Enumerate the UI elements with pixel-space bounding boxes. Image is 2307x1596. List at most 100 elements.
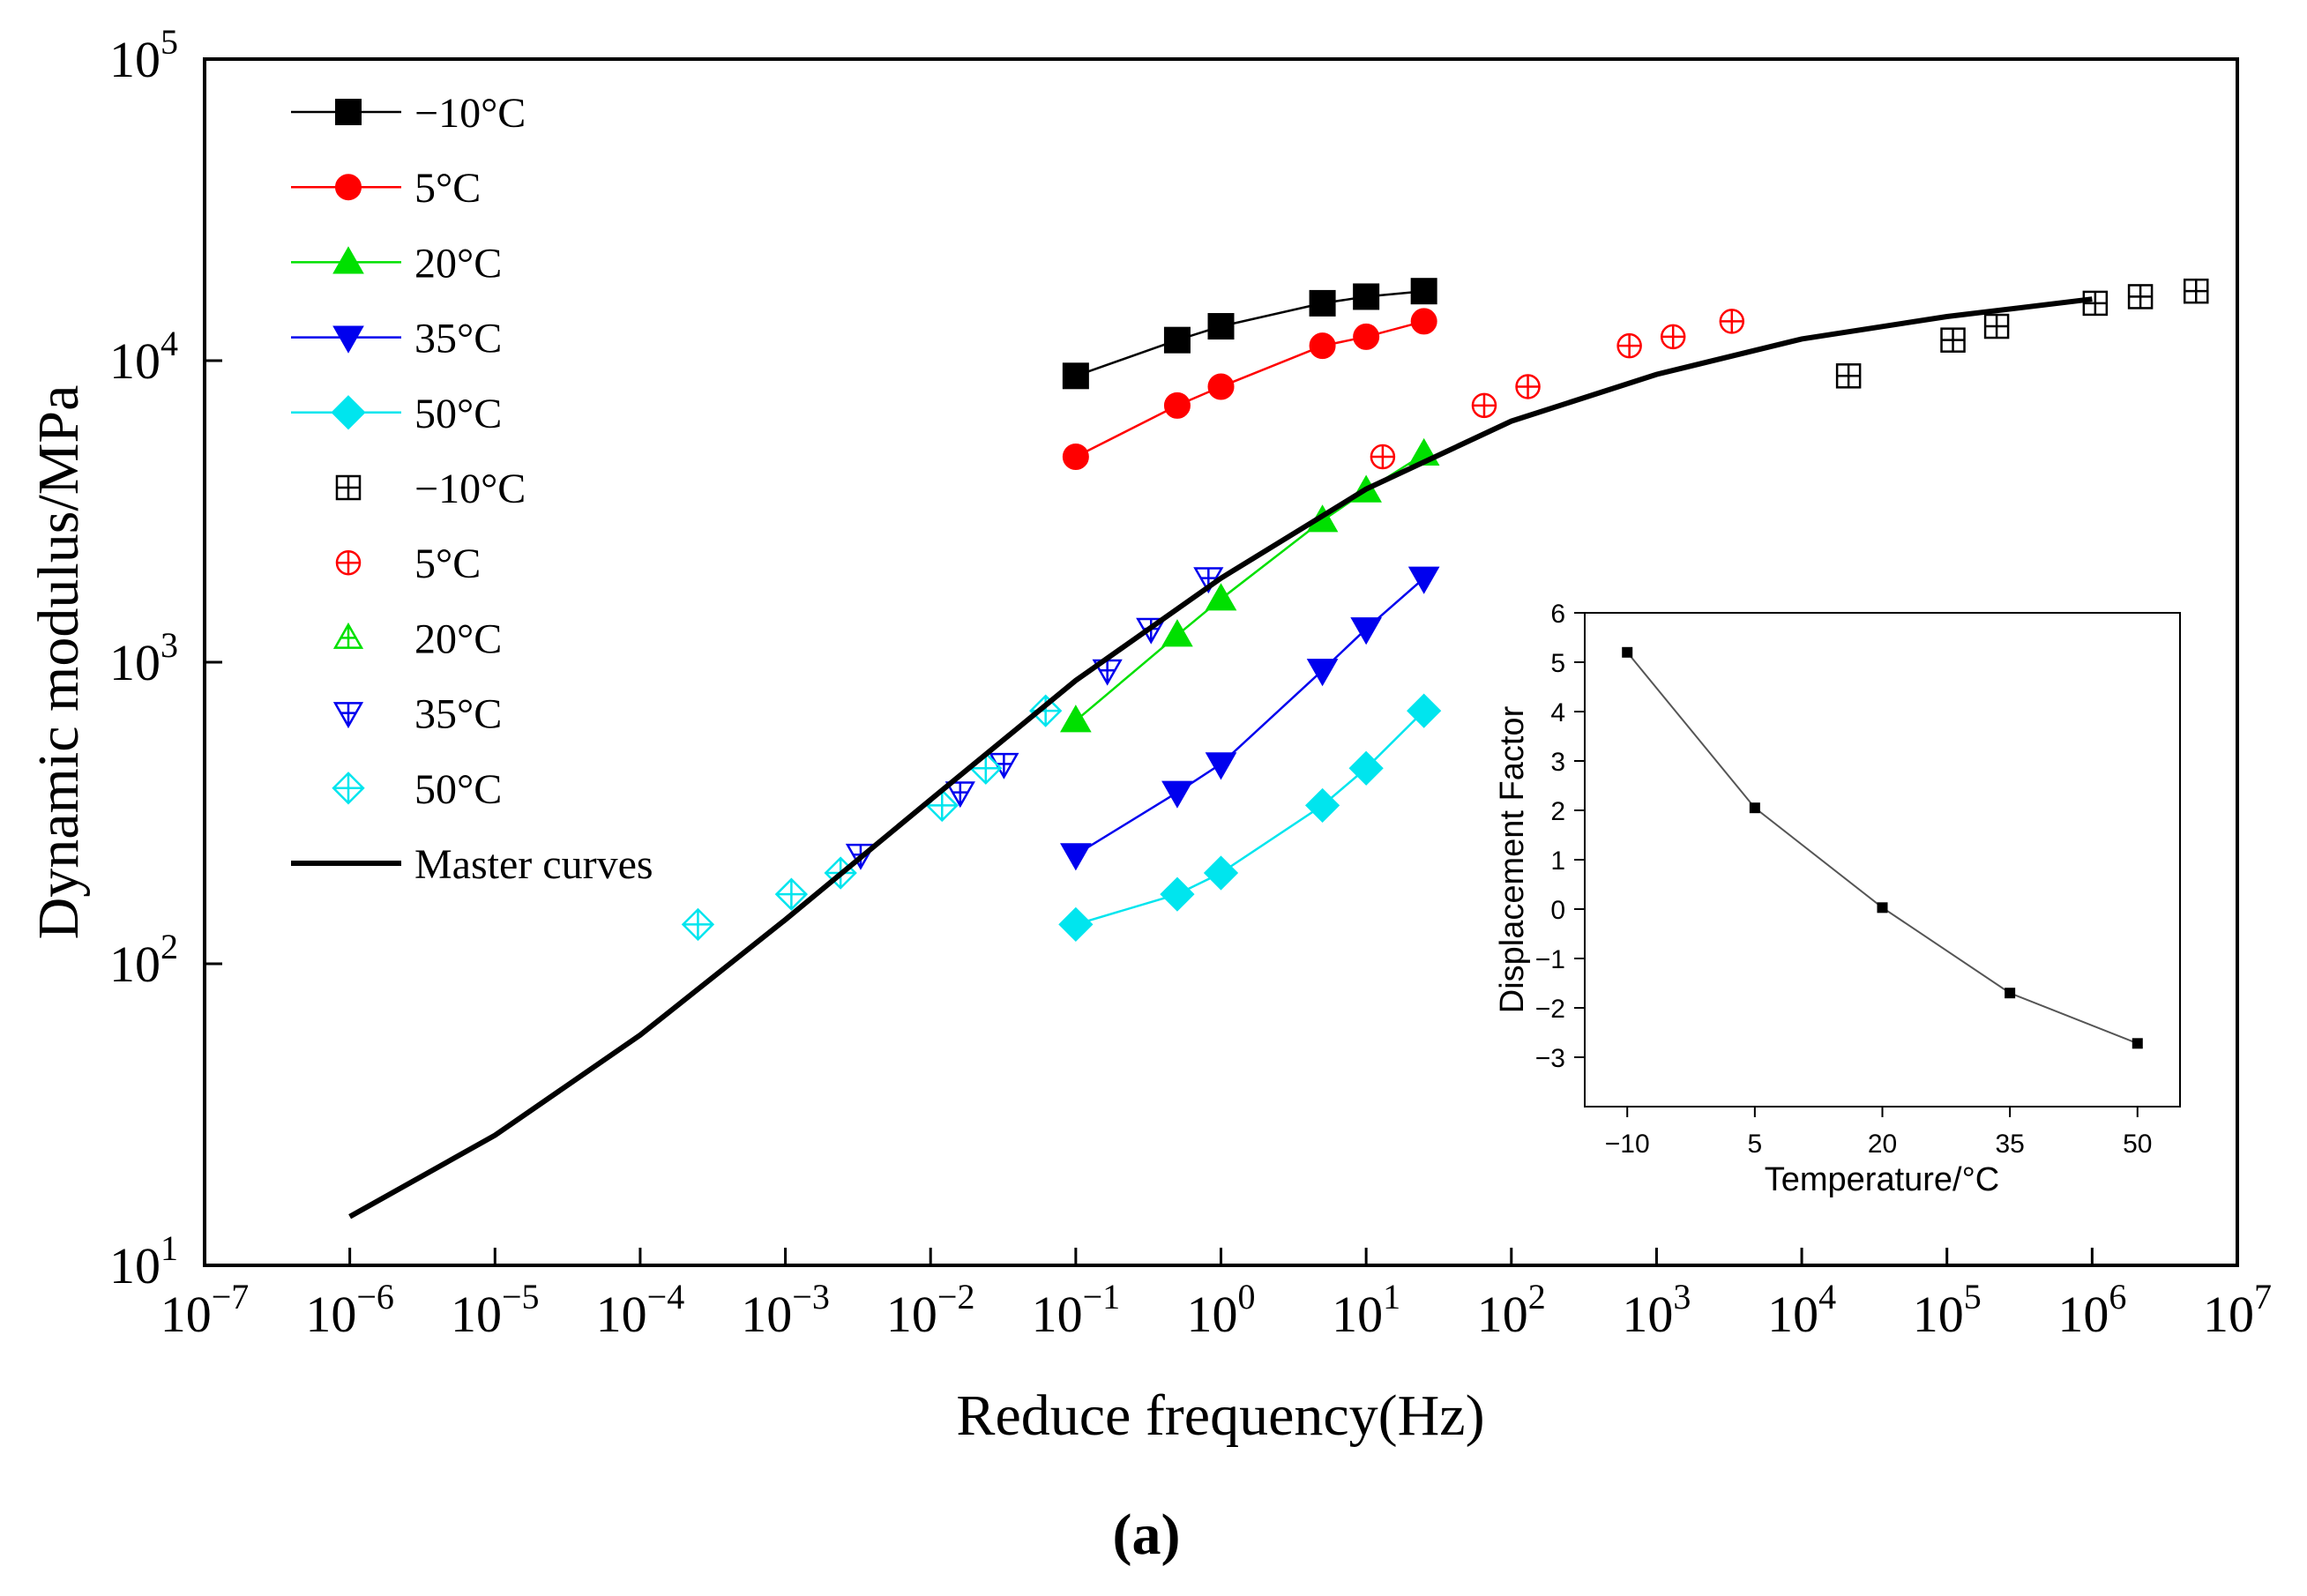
inset-series-0-point-2 [1877,902,1888,914]
series-0 [1062,278,1437,390]
legend-label-7: 20°C [414,615,502,662]
main-x-tick-label-11: 104 [1767,1277,1836,1343]
main-x-tick-label-0: 10−7 [161,1277,250,1343]
legend-item-4: 50°C [291,391,502,437]
legend-item-10: Master curves [291,841,653,888]
main-y-tick-label-0: 101 [109,1228,178,1294]
series-1 [1062,308,1437,471]
main-y-tick-labels: 101 102 103 104 105 [109,22,178,1294]
main-x-tick-label-2: 10−5 [451,1277,540,1343]
legend-marker-0 [335,99,362,125]
series-3-point-1 [1161,780,1193,809]
series-4-point-0 [1058,906,1094,943]
legend-label-5: −10°C [414,466,526,512]
series-4-point-5 [1407,693,1442,728]
main-x-tick-label-3: 10−4 [596,1277,685,1343]
inset-series-0-point-1 [1749,802,1760,814]
main-y-tick-label-4: 105 [109,22,178,88]
legend-label-8: 35°C [414,691,502,738]
series-1-point-5 [1410,308,1437,335]
legend-item-6: 5°C [335,541,481,587]
main-x-axis-label: Reduce frequency(Hz) [956,1383,1484,1448]
series-8 [845,567,1224,870]
legend-marker-2 [332,246,364,274]
main-x-tick-label-12: 105 [1913,1277,1982,1343]
legend-marker-3 [332,325,364,354]
main-series-layer [348,278,2209,1219]
series-1-point-1 [1163,392,1191,419]
series-10 [348,296,2093,1219]
series-0-point-4 [1353,283,1380,310]
series-4-line [1075,710,1425,926]
figure-label: (a) [1113,1503,1181,1567]
legend-label-9: 50°C [414,766,502,813]
series-3-point-5 [1407,566,1440,594]
legend-marker-4 [331,395,366,430]
main-x-tick-marks [203,1248,2239,1265]
inset-x-tick-label-3: 35 [1995,1130,2024,1159]
legend-label-1: 5°C [414,165,481,212]
main-x-tick-label-8: 101 [1332,1277,1400,1343]
series-0-point-2 [1207,313,1235,340]
series-3 [1060,566,1440,871]
series-3-point-3 [1306,659,1339,687]
main-x-tick-label-4: 10−3 [741,1277,830,1343]
inset-series-layer [1622,646,2143,1049]
inset-y-tick-label-9: 6 [1550,600,1565,629]
legend-label-0: −10°C [414,90,526,137]
main-x-tick-label-7: 100 [1187,1277,1256,1343]
main-y-tick-label-3: 104 [109,324,178,390]
legend-item-1: 5°C [291,165,481,212]
legend-item-7: 20°C [332,615,502,662]
inset-x-tick-label-1: 5 [1748,1130,1763,1159]
series-10-line [348,296,2093,1219]
series-6 [1370,309,1745,470]
main-y-axis-label: Dynamic modulus/MPa [26,385,91,940]
inset-series-0 [1622,646,2143,1049]
series-7 [1060,438,1439,732]
series-0-point-3 [1309,289,1336,317]
series-4-point-2 [1203,855,1239,891]
legend-label-4: 50°C [414,391,502,437]
series-1-point-3 [1309,332,1336,360]
legend-label-10: Master curves [414,841,653,888]
inset-y-tick-label-4: 1 [1550,846,1565,876]
inset-y-tick-label-1: −2 [1535,995,1565,1024]
inset-y-axis-label: Displacement Factor [1494,705,1531,1013]
legend-item-5: −10°C [335,466,526,512]
inset-y-tick-label-5: 2 [1550,797,1565,826]
series-1-point-4 [1353,323,1380,350]
inset-series-0-point-0 [1622,646,1633,658]
inset-y-tick-label-3: 0 [1550,896,1565,925]
main-x-tick-label-13: 106 [2057,1277,2126,1343]
main-x-tick-label-9: 102 [1477,1277,1546,1343]
inset-x-tick-label-0: −10 [1605,1130,1650,1159]
inset-x-axis-label: Temperature/°C [1765,1161,2000,1198]
inset-y-tick-label-6: 3 [1550,748,1565,777]
inset-series-0-point-4 [2132,1038,2143,1049]
inset-x-tick-label-2: 20 [1868,1130,1897,1159]
main-y-tick-label-1: 102 [109,927,178,993]
legend-item-9: 50°C [332,766,502,813]
main-x-tick-label-14: 107 [2203,1277,2272,1343]
series-0-point-0 [1062,362,1089,390]
inset-y-tick-label-0: −3 [1535,1044,1565,1073]
legend: −10°C 5°C 20°C 35°C 50°C −10°C 5°C 20°C 35°C 50°C… [291,90,653,888]
legend-label-6: 5°C [414,541,481,587]
series-4-point-1 [1160,876,1195,912]
main-x-tick-label-1: 10−6 [305,1277,394,1343]
inset-y-tick-label-7: 4 [1550,698,1565,727]
legend-item-0: −10°C [291,90,526,137]
series-4-point-3 [1304,787,1340,824]
inset-y-tick-label-8: 5 [1550,649,1565,678]
main-x-tick-label-6: 10−1 [1032,1277,1121,1343]
legend-marker-1 [335,174,362,201]
series-4-point-4 [1348,750,1384,786]
legend-label-2: 20°C [414,240,502,287]
legend-item-2: 20°C [291,240,502,287]
series-3-point-2 [1205,752,1237,780]
series-0-point-1 [1163,326,1191,354]
main-y-tick-marks [205,57,222,1267]
